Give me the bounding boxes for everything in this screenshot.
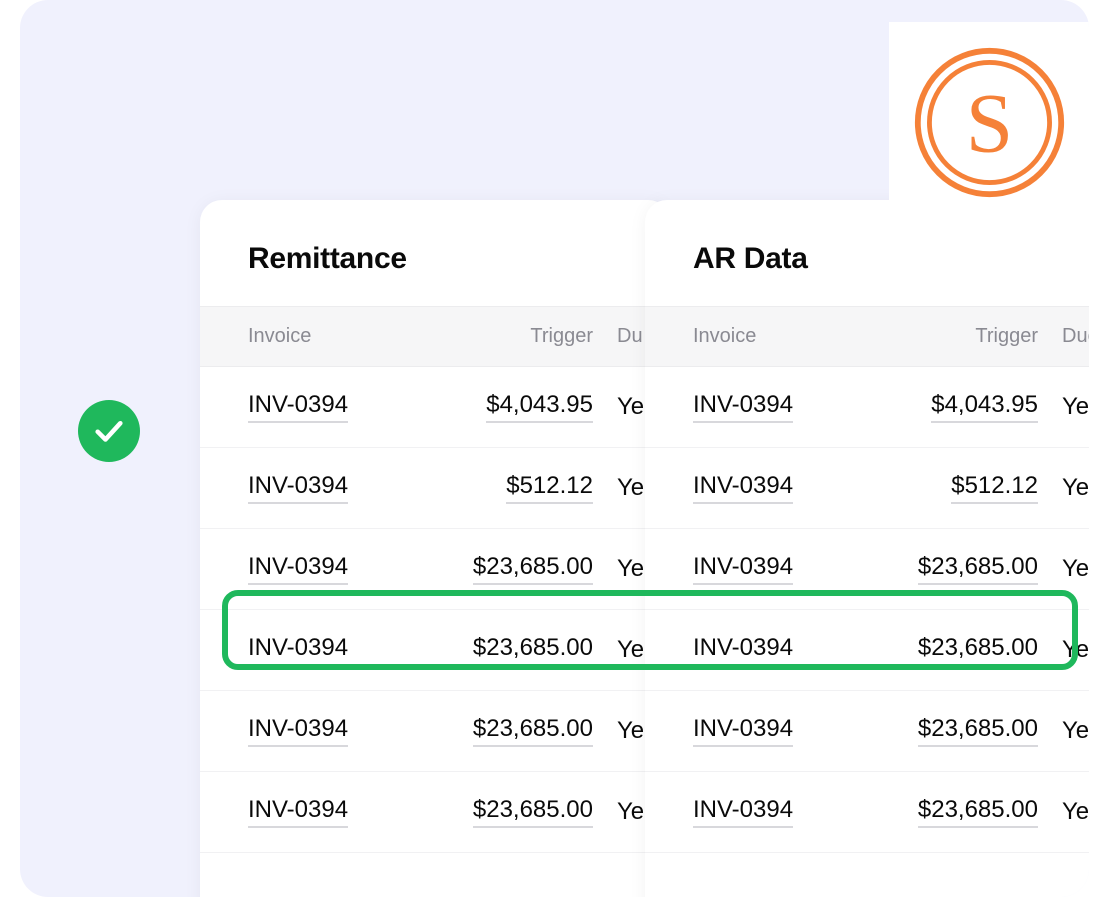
cell-due: Ye [593,636,644,664]
ar-data-rows: INV-0394$4,043.95YesINV-0394$512.12YesIN… [645,367,1089,853]
cell-trigger: $23,685.00 [873,715,1038,747]
remittance-rows: INV-0394$4,043.95YeINV-0394$512.12YeINV-… [200,367,670,853]
cell-due: Ye [593,555,644,583]
cell-trigger: $512.12 [428,472,593,504]
remittance-card: Remittance Invoice Trigger Du INV-0394$4… [200,200,670,897]
col-header-invoice: Invoice [248,325,428,348]
cell-invoice: INV-0394 [248,472,428,504]
cell-trigger: $4,043.95 [873,391,1038,423]
cell-invoice: INV-0394 [693,796,873,828]
cell-trigger: $512.12 [873,472,1038,504]
cell-trigger: $4,043.95 [428,391,593,423]
brand-logo-badge: S [889,22,1089,222]
cell-due: Yes [1038,717,1089,745]
cell-trigger: $23,685.00 [873,634,1038,666]
cell-due: Yes [1038,555,1089,583]
cell-invoice: INV-0394 [693,634,873,666]
cell-trigger: $23,685.00 [873,553,1038,585]
table-row[interactable]: INV-0394$23,685.00Yes [645,691,1089,772]
table-row[interactable]: INV-0394$23,685.00Yes [645,610,1089,691]
match-check-badge [78,400,140,462]
col-header-trigger: Trigger [873,325,1038,348]
ar-data-card: AR Data Invoice Trigger Due INV-0394$4,0… [645,200,1089,897]
cell-invoice: INV-0394 [248,553,428,585]
table-row[interactable]: INV-0394$23,685.00Ye [200,610,670,691]
remittance-header-row: Invoice Trigger Du [200,306,670,367]
col-header-invoice: Invoice [693,325,873,348]
cell-invoice: INV-0394 [693,553,873,585]
cell-trigger: $23,685.00 [873,796,1038,828]
table-row[interactable]: INV-0394$23,685.00Ye [200,529,670,610]
cell-trigger: $23,685.00 [428,796,593,828]
col-header-due: Due [1038,325,1089,348]
table-row[interactable]: INV-0394$23,685.00Yes [645,529,1089,610]
table-row[interactable]: INV-0394$23,685.00Ye [200,691,670,772]
table-row[interactable]: INV-0394$512.12Ye [200,448,670,529]
cell-invoice: INV-0394 [693,472,873,504]
check-icon [92,414,126,448]
col-header-due: Du [593,325,643,348]
cell-due: Yes [1038,474,1089,502]
cell-invoice: INV-0394 [248,391,428,423]
cell-invoice: INV-0394 [248,715,428,747]
cell-trigger: $23,685.00 [428,715,593,747]
table-row[interactable]: INV-0394$512.12Yes [645,448,1089,529]
cell-due: Yes [1038,636,1089,664]
cell-trigger: $23,685.00 [428,553,593,585]
remittance-title: Remittance [200,200,670,306]
table-row[interactable]: INV-0394$4,043.95Yes [645,367,1089,448]
cell-invoice: INV-0394 [248,796,428,828]
s-logo-icon: S [912,45,1067,200]
col-header-trigger: Trigger [428,325,593,348]
ar-data-header-row: Invoice Trigger Due [645,306,1089,367]
canvas-frame: S Remittance Invoice Trigger Du INV-0394… [20,0,1089,897]
cell-invoice: INV-0394 [693,715,873,747]
svg-text:S: S [965,76,1012,170]
table-row[interactable]: INV-0394$23,685.00Yes [645,772,1089,853]
cell-due: Ye [593,393,644,421]
table-row[interactable]: INV-0394$4,043.95Ye [200,367,670,448]
cell-due: Yes [1038,393,1089,421]
table-row[interactable]: INV-0394$23,685.00Ye [200,772,670,853]
cell-invoice: INV-0394 [248,634,428,666]
cell-due: Yes [1038,798,1089,826]
cell-invoice: INV-0394 [693,391,873,423]
cell-due: Ye [593,717,644,745]
cell-trigger: $23,685.00 [428,634,593,666]
cell-due: Ye [593,798,644,826]
cell-due: Ye [593,474,644,502]
